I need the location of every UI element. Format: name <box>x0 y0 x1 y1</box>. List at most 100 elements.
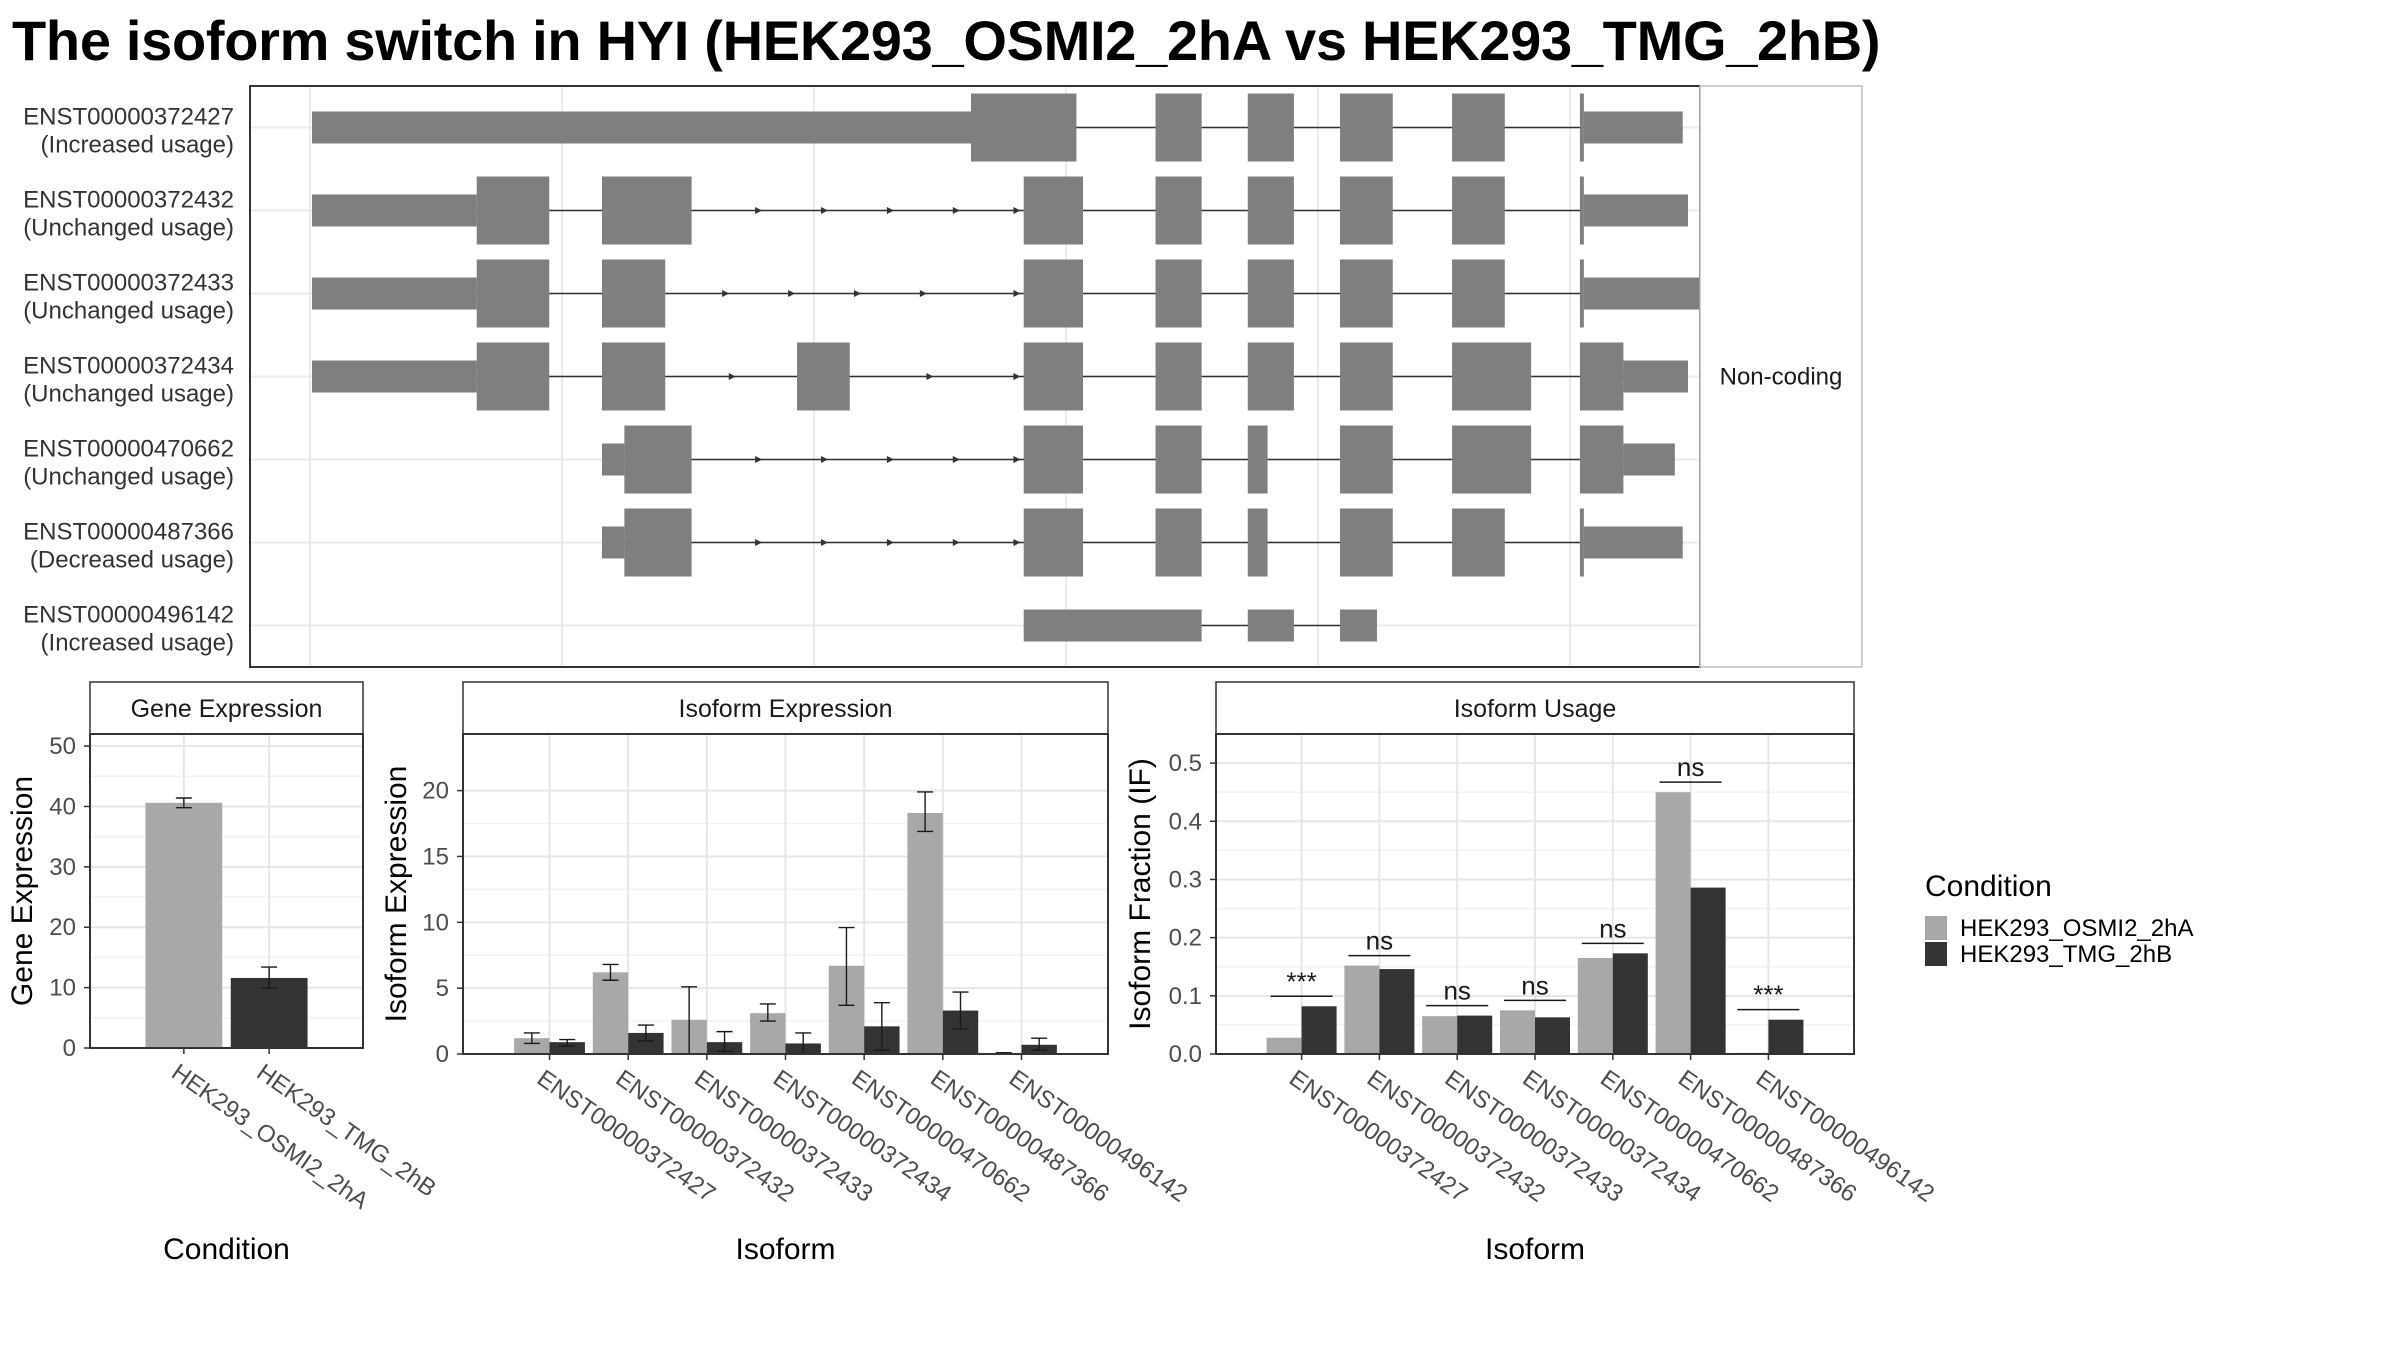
bar <box>514 1038 550 1054</box>
exon-cds <box>1452 425 1532 494</box>
exon-utr <box>312 360 477 393</box>
significance-label: *** <box>1286 966 1316 996</box>
exon-cds <box>797 342 850 411</box>
transcript-id-label: ENST00000372433 <box>23 270 234 297</box>
y-tick-label: 50 <box>49 733 76 760</box>
exon-cds <box>624 425 692 494</box>
exon-cds <box>1155 425 1202 494</box>
exon-cds <box>601 176 692 245</box>
significance-label: *** <box>1753 980 1783 1010</box>
intron-direction-arrow <box>886 207 894 214</box>
y-tick-label: 0.3 <box>1169 866 1202 893</box>
exon-cds <box>1155 93 1202 162</box>
legend-entry-label: HEK293_TMG_2hB <box>1960 941 2172 968</box>
intron-direction-arrow <box>952 207 960 214</box>
bar <box>1499 1010 1535 1054</box>
exon-utr <box>601 526 625 559</box>
page-title: The isoform switch in HYI (HEK293_OSMI2_… <box>12 9 1881 72</box>
transcript-status-label: (Unchanged usage) <box>23 464 234 491</box>
intron-direction-arrow <box>952 456 960 463</box>
bar <box>1577 958 1613 1054</box>
exon-cds <box>1155 342 1202 411</box>
y-axis-title: Isoform Fraction (IF) <box>1124 758 1157 1030</box>
exon-cds <box>1247 176 1294 245</box>
strip-background <box>89 681 364 735</box>
bar <box>1344 965 1380 1054</box>
exon-cds <box>1579 93 1584 162</box>
transcript-status-label: (Decreased usage) <box>30 547 234 574</box>
y-axis-title: Isoform Expression <box>380 766 413 1023</box>
y-tick-label: 0.4 <box>1169 808 1202 835</box>
exon-cds <box>1579 259 1584 328</box>
exon-utr <box>1623 360 1688 393</box>
exon-utr <box>1583 277 1704 310</box>
exon-cds <box>1452 259 1505 328</box>
y-tick-label: 0.5 <box>1169 750 1202 777</box>
transcript-id-label: ENST00000372434 <box>23 353 234 380</box>
x-axis-title: Isoform <box>1485 1233 1585 1266</box>
isoform-expression-panel: Isoform Expression05101520ENST0000037242… <box>380 681 1192 1266</box>
exon-cds <box>476 342 550 411</box>
exon-cds <box>1023 342 1084 411</box>
legend-swatch <box>1925 916 1947 940</box>
bar <box>628 1032 664 1054</box>
y-tick-label: 0 <box>436 1041 449 1068</box>
y-tick-label: 15 <box>422 843 449 870</box>
significance-label: ns <box>1677 752 1704 782</box>
exon-utr <box>312 194 477 227</box>
intron-direction-arrow <box>919 290 927 297</box>
bar <box>1422 1016 1458 1054</box>
bar <box>1768 1019 1804 1054</box>
strip-title: Isoform Usage <box>1454 695 1617 723</box>
exon-cds <box>1155 508 1202 577</box>
legend-entry-label: HEK293_OSMI2_2hA <box>1960 915 2193 942</box>
transcript-status-label: (Increased usage) <box>41 630 234 657</box>
exon-cds <box>1340 508 1393 577</box>
intron-direction-arrow <box>1013 539 1021 546</box>
bar <box>1535 1017 1571 1054</box>
plot-border <box>462 733 1109 1055</box>
bar <box>1301 1006 1337 1054</box>
significance-label: ns <box>1599 913 1626 943</box>
bar <box>1457 1015 1493 1054</box>
significance-label: ns <box>1443 976 1470 1006</box>
intron-direction-arrow <box>886 456 894 463</box>
exon-cds <box>1340 93 1393 162</box>
transcript-id-label: ENST00000496142 <box>23 602 234 629</box>
exon-utr <box>1623 443 1675 476</box>
intron-direction-arrow <box>1013 290 1021 297</box>
strip-background <box>1215 681 1855 735</box>
strip-background <box>1699 85 1863 668</box>
y-axis-title: Gene Expression <box>6 776 39 1006</box>
exon-cds <box>1023 425 1084 494</box>
intron-direction-arrow <box>952 539 960 546</box>
bar <box>1612 953 1648 1054</box>
transcript-id-label: ENST00000487366 <box>23 519 234 546</box>
exon-cds <box>1247 425 1268 494</box>
exon-cds <box>1340 259 1393 328</box>
exon-cds <box>1340 176 1393 245</box>
exon-cds <box>476 176 550 245</box>
intron-direction-arrow <box>1013 207 1021 214</box>
y-tick-label: 20 <box>49 914 76 941</box>
exon-utr <box>312 111 971 144</box>
bar <box>592 972 629 1054</box>
strip-title: Isoform Expression <box>679 695 893 723</box>
y-tick-label: 30 <box>49 854 76 881</box>
exon-utr <box>601 443 625 476</box>
exon-cds <box>1247 508 1268 577</box>
intron-direction-arrow <box>722 290 730 297</box>
exon-cds <box>1579 508 1584 577</box>
intron-direction-arrow <box>821 456 829 463</box>
exon-cds <box>1579 425 1624 494</box>
y-tick-label: 10 <box>49 975 76 1002</box>
exon-cds <box>1247 93 1294 162</box>
intron-direction-arrow <box>755 539 763 546</box>
exon-cds <box>1340 342 1393 411</box>
plot-border <box>89 733 364 1049</box>
exon-cds <box>1247 259 1294 328</box>
y-tick-label: 5 <box>436 975 449 1002</box>
exon-cds <box>1452 176 1505 245</box>
exon-cds <box>1452 93 1505 162</box>
